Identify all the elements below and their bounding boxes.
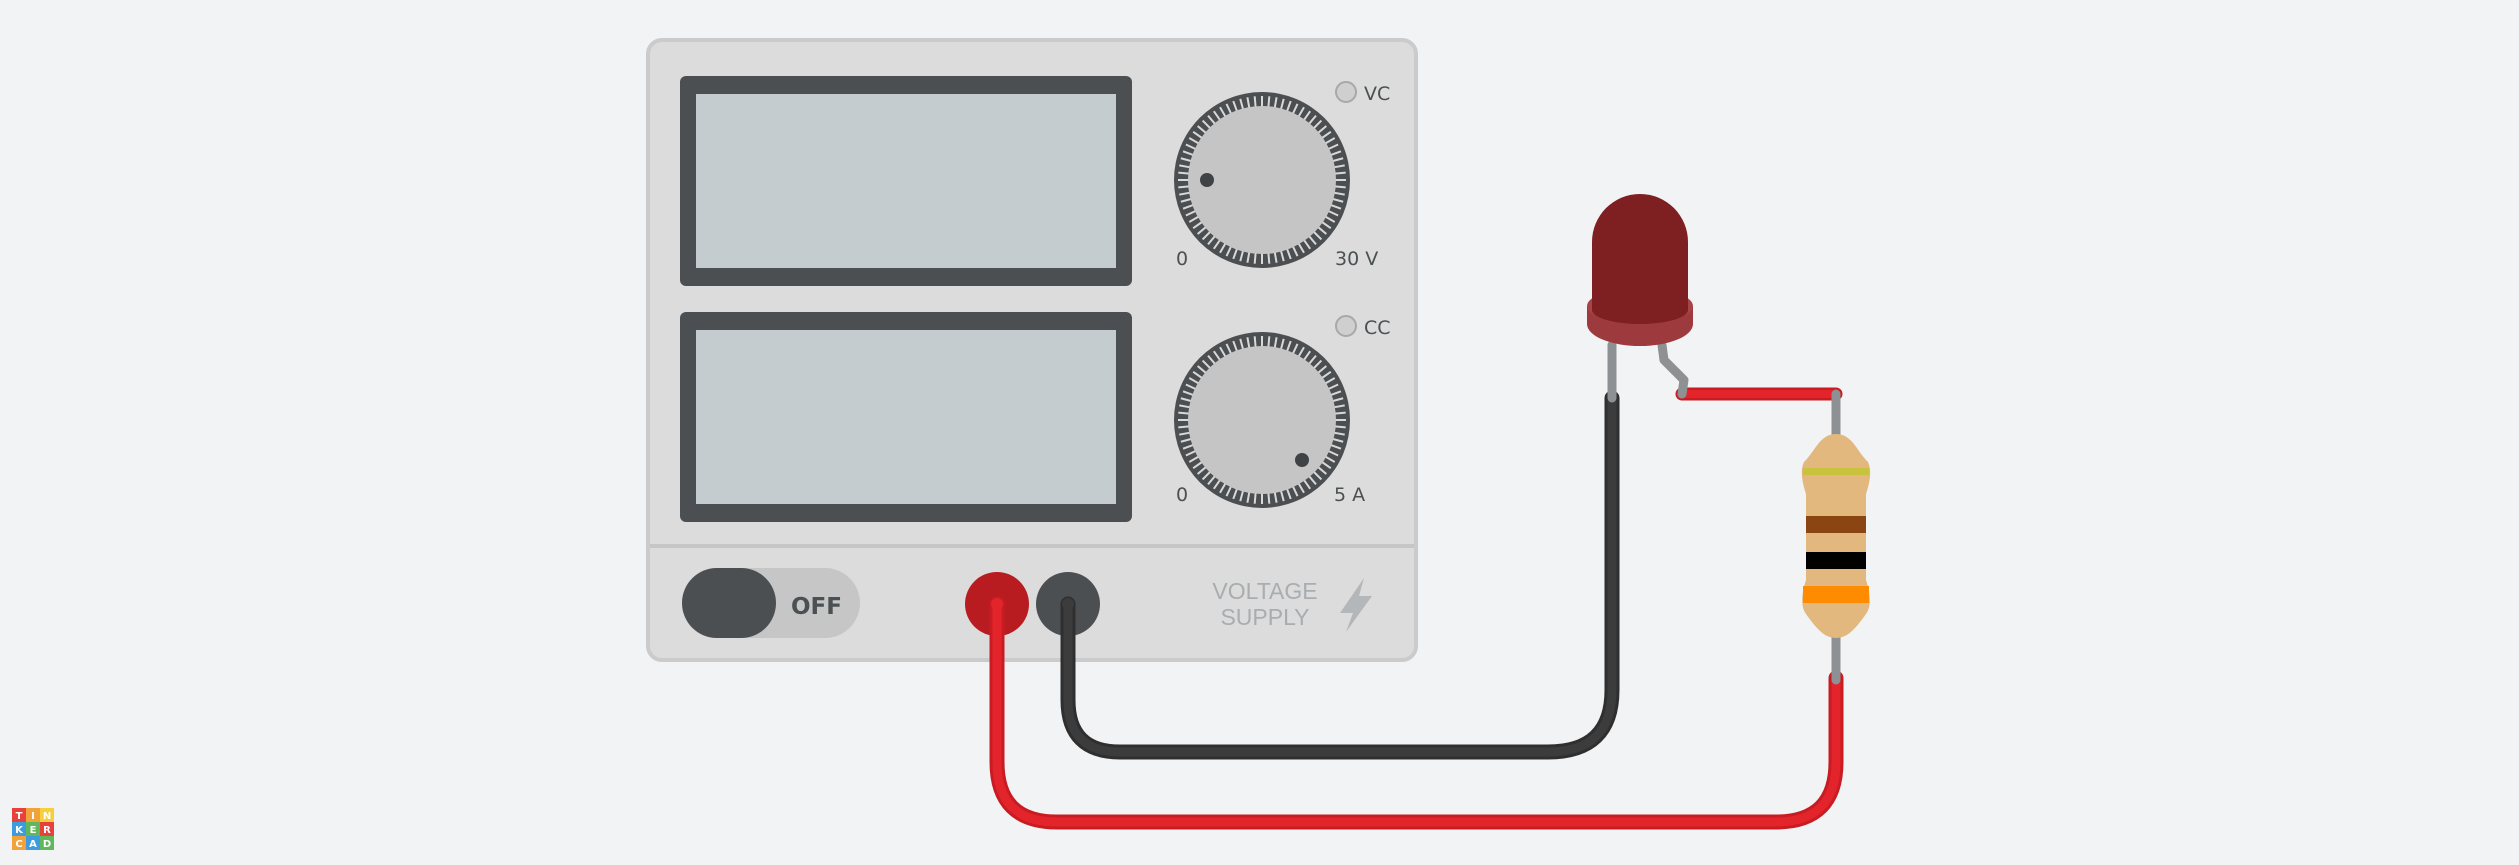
svg-text:K: K	[15, 825, 24, 836]
power-supply[interactable]: VC 0 30 V CC 0 5 A OFF VOLTAGE SUPPLY	[646, 38, 1418, 662]
svg-text:R: R	[43, 825, 51, 836]
resistor-band-2	[1806, 516, 1866, 533]
tinkercad-logo: T I N K E R C A D	[12, 808, 54, 850]
led-dome	[1592, 194, 1688, 310]
voltage-max-label: 30 V	[1335, 248, 1378, 270]
brand-line-2: SUPPLY	[1220, 604, 1309, 630]
current-knob[interactable]	[1174, 332, 1350, 508]
svg-text:D: D	[43, 839, 51, 850]
current-max-label: 5 A	[1334, 484, 1365, 506]
wire-red-supply-to-resistor[interactable]	[989, 596, 1844, 830]
svg-text:C: C	[15, 839, 22, 850]
brand-line-1: VOLTAGE	[1212, 578, 1317, 604]
current-knob-indicator	[1295, 453, 1309, 467]
led[interactable]	[1587, 194, 1693, 403]
voltage-knob-indicator	[1200, 173, 1214, 187]
voltage-knob-ticks	[1178, 96, 1346, 264]
resistor-band-3	[1806, 552, 1866, 569]
wire-black[interactable]	[1060, 390, 1620, 760]
svg-text:A: A	[29, 839, 37, 850]
negative-terminal-plug	[1062, 598, 1074, 610]
cc-label: CC	[1364, 317, 1391, 339]
current-min-label: 0	[1176, 484, 1188, 506]
resistor-body	[1801, 434, 1871, 638]
power-switch[interactable]: OFF	[682, 568, 860, 638]
led-anode-leg	[1657, 340, 1689, 399]
power-switch-knob	[682, 568, 776, 638]
voltage-display	[680, 76, 1132, 286]
current-knob-ticks	[1178, 336, 1346, 504]
resistor-band-4	[1803, 586, 1869, 603]
vc-label: VC	[1364, 83, 1390, 105]
voltage-knob[interactable]	[1174, 92, 1350, 268]
svg-text:I: I	[31, 811, 35, 822]
voltage-min-label: 0	[1176, 248, 1188, 270]
cc-indicator-led	[1335, 315, 1357, 337]
power-switch-label: OFF	[791, 594, 842, 620]
current-display	[680, 312, 1132, 522]
lightning-icon	[1340, 578, 1372, 632]
resistor-band-1	[1803, 468, 1869, 475]
vc-indicator-led	[1335, 81, 1357, 103]
svg-text:T: T	[16, 811, 23, 822]
svg-text:N: N	[43, 811, 51, 822]
svg-text:E: E	[30, 825, 37, 836]
resistor[interactable]	[1801, 389, 1871, 685]
positive-terminal-plug	[991, 598, 1003, 610]
